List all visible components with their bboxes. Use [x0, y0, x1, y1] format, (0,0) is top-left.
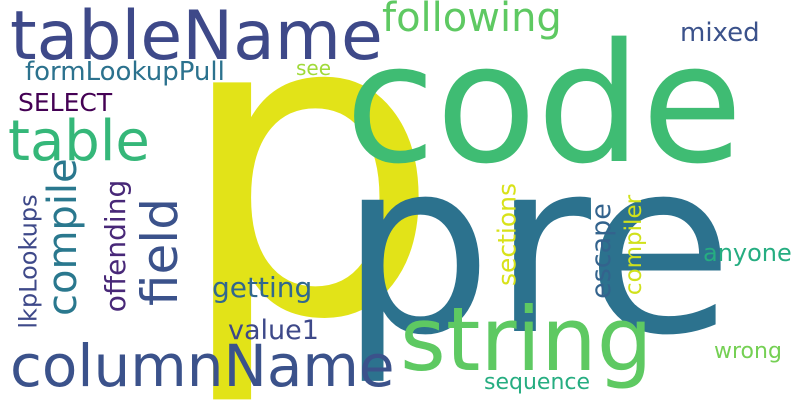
word-sections: sections [492, 182, 522, 287]
word-getting: getting [212, 271, 313, 304]
word-compile: compile [40, 158, 86, 316]
word-mixed: mixed [680, 18, 760, 48]
word-lkpLookups: lkpLookups [14, 194, 43, 329]
word-tableName: tableName [10, 0, 383, 76]
word-pre: pre [340, 108, 734, 388]
word-see: see [296, 56, 332, 80]
word-following: following [382, 0, 562, 41]
word-SELECT: SELECT [18, 88, 113, 117]
word-p: p [175, 0, 442, 400]
word-columnName: columnName [10, 332, 395, 400]
word-string: string [400, 288, 653, 391]
word-table: table [8, 109, 150, 174]
word-anyone: anyone [703, 239, 792, 267]
word-compiler: compiler [621, 194, 647, 296]
word-value1: value1 [228, 315, 319, 346]
word-code: code [345, 8, 743, 200]
word-escape: escape [586, 203, 617, 299]
word-formLookupPull: formLookupPull [25, 57, 225, 87]
word-field: field [131, 198, 189, 306]
word-offending: offending [99, 179, 132, 313]
word-sequence: sequence [484, 370, 591, 395]
word-wrong: wrong [714, 339, 782, 364]
